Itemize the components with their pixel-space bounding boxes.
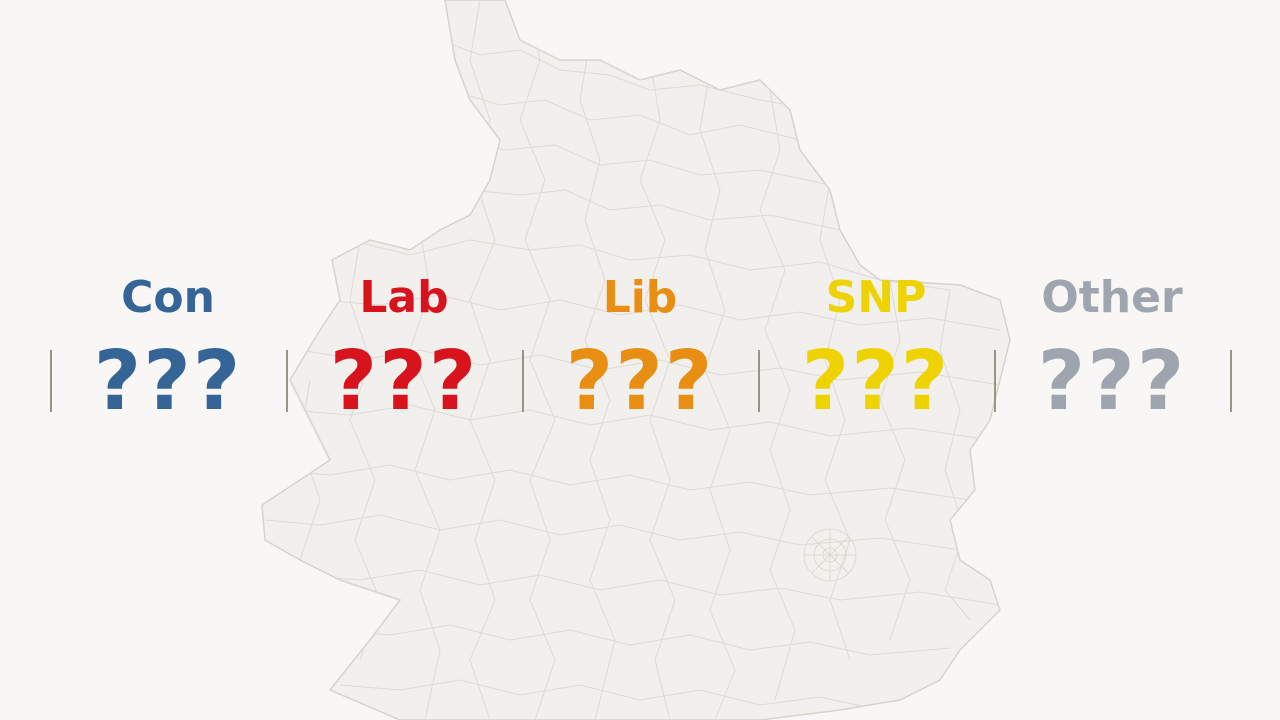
seat-results: Con ??? Lab ??? Lib ??? SNP ??? Other ??… — [50, 270, 1232, 424]
party-other: Other ??? — [994, 270, 1230, 424]
party-lib: Lib ??? — [522, 270, 758, 424]
divider — [1230, 350, 1232, 412]
party-seats-lib: ??? — [565, 334, 715, 429]
divider — [286, 350, 288, 412]
party-seats-con: ??? — [93, 334, 243, 429]
party-snp: SNP ??? — [758, 270, 994, 424]
divider — [522, 350, 524, 412]
party-name-other: Other — [1041, 272, 1183, 323]
divider — [758, 350, 760, 412]
divider — [50, 350, 52, 412]
party-lab: Lab ??? — [286, 270, 522, 424]
party-con: Con ??? — [50, 270, 286, 424]
party-name-lib: Lib — [602, 272, 678, 323]
party-seats-snp: ??? — [801, 334, 951, 429]
party-name-con: Con — [121, 272, 215, 323]
party-name-lab: Lab — [359, 272, 449, 323]
party-name-snp: SNP — [825, 272, 927, 323]
party-seats-other: ??? — [1037, 334, 1187, 429]
divider — [994, 350, 996, 412]
party-seats-lab: ??? — [329, 334, 479, 429]
london-boundaries — [803, 528, 857, 582]
